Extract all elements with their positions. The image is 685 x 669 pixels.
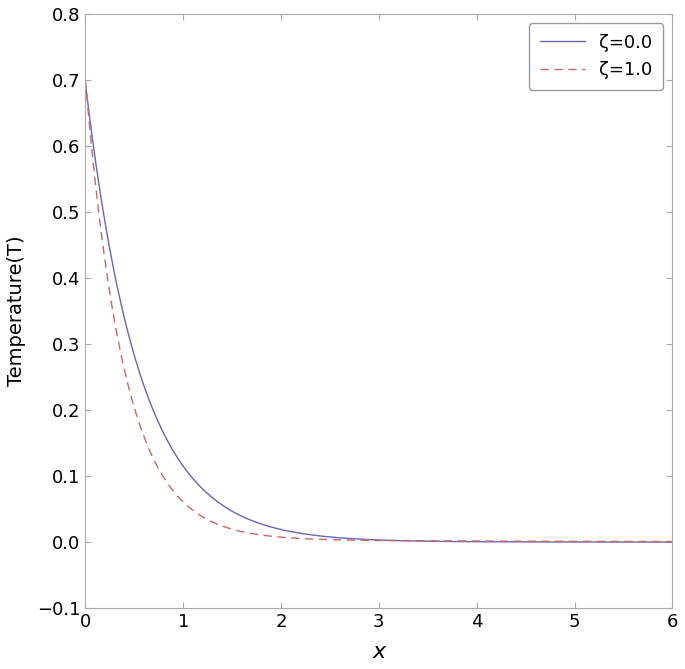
ζ=1.0 xyxy=(82,76,90,84)
ζ=0.0 xyxy=(651,538,659,546)
ζ=1.0 xyxy=(543,537,551,545)
ζ=0.0 xyxy=(366,536,375,544)
ζ=0.0 xyxy=(651,538,660,546)
ζ=1.0 xyxy=(651,537,659,545)
Y-axis label: Temperature(T): Temperature(T) xyxy=(7,235,26,386)
ζ=0.0 xyxy=(111,274,119,282)
ζ=0.0 xyxy=(669,538,677,546)
ζ=1.0 xyxy=(351,536,360,544)
ζ=1.0 xyxy=(111,322,119,330)
ζ=1.0 xyxy=(366,537,375,545)
ζ=0.0 xyxy=(82,79,90,87)
Line: ζ=0.0: ζ=0.0 xyxy=(86,83,673,542)
X-axis label: x: x xyxy=(373,642,386,662)
Legend: ζ=0.0, ζ=1.0: ζ=0.0, ζ=1.0 xyxy=(529,23,663,90)
ζ=1.0 xyxy=(651,537,660,545)
ζ=0.0 xyxy=(543,538,551,546)
ζ=1.0 xyxy=(669,537,677,545)
Line: ζ=1.0: ζ=1.0 xyxy=(86,80,673,541)
ζ=0.0 xyxy=(351,535,360,543)
